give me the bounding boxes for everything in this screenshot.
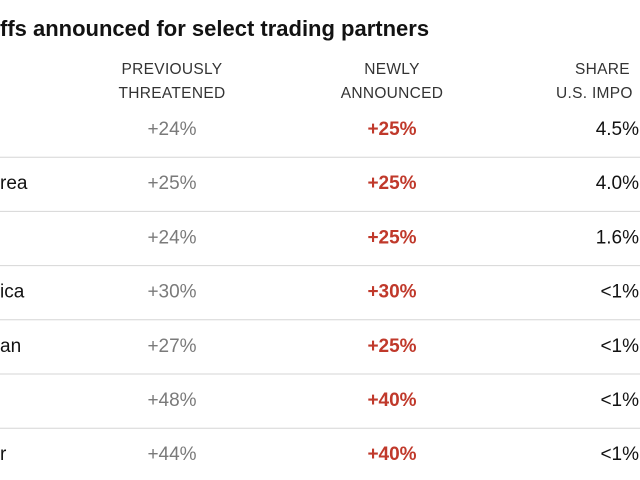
new-rate: +40% bbox=[367, 444, 416, 465]
new-rate: +25% bbox=[367, 173, 416, 194]
row-label: ica bbox=[0, 282, 25, 303]
import-share: 4.0% bbox=[596, 173, 639, 194]
import-share: <1% bbox=[600, 336, 639, 357]
row-label: r bbox=[0, 444, 7, 465]
new-rate: +40% bbox=[367, 390, 416, 411]
import-share: 1.6% bbox=[596, 227, 639, 248]
previous-rate: +30% bbox=[147, 282, 196, 303]
previous-rate: +25% bbox=[147, 173, 196, 194]
row-label: an bbox=[0, 336, 21, 357]
new-rate: +25% bbox=[367, 336, 416, 357]
column-header: NEWLY bbox=[364, 61, 419, 78]
column-header: ANNOUNCED bbox=[341, 85, 444, 102]
import-share: 4.5% bbox=[596, 119, 639, 140]
import-share: <1% bbox=[600, 390, 639, 411]
table-title: ffs announced for select trading partner… bbox=[0, 16, 429, 41]
previous-rate: +24% bbox=[147, 119, 196, 140]
previous-rate: +24% bbox=[147, 227, 196, 248]
previous-rate: +27% bbox=[147, 336, 196, 357]
new-rate: +30% bbox=[367, 282, 416, 303]
column-header: THREATENED bbox=[119, 85, 226, 102]
new-rate: +25% bbox=[367, 227, 416, 248]
import-share: <1% bbox=[600, 282, 639, 303]
import-share: <1% bbox=[600, 444, 639, 465]
column-header: U.S. IMPO bbox=[556, 85, 633, 102]
column-header: SHARE bbox=[575, 61, 630, 78]
new-rate: +25% bbox=[367, 119, 416, 140]
column-header: PREVIOUSLY bbox=[122, 61, 223, 78]
row-label: rea bbox=[0, 173, 28, 194]
previous-rate: +48% bbox=[147, 390, 196, 411]
previous-rate: +44% bbox=[147, 444, 196, 465]
